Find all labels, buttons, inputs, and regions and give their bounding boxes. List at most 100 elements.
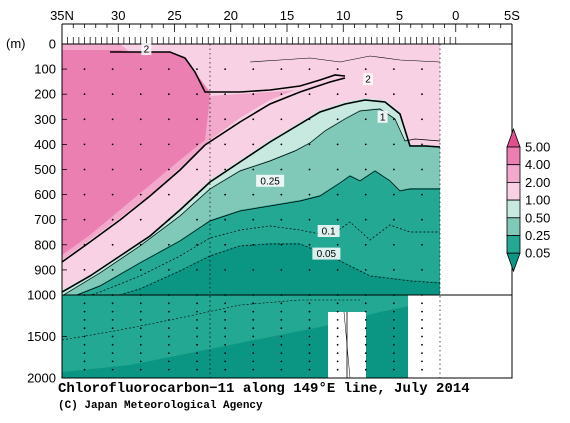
contour-labels: 2 2 1 0.25 0.1 0.05 bbox=[141, 43, 388, 260]
station-dot bbox=[224, 319, 227, 321]
station-dot bbox=[280, 352, 283, 354]
top-axis-ticks bbox=[61, 24, 513, 32]
station-dot bbox=[421, 319, 423, 321]
station-dot bbox=[308, 368, 311, 371]
station-dot bbox=[139, 218, 142, 221]
station-dot bbox=[196, 335, 198, 338]
station-dot bbox=[83, 343, 86, 346]
colorbar-segment bbox=[506, 217, 521, 236]
station-dot bbox=[280, 193, 283, 196]
station-dot bbox=[139, 343, 142, 346]
station-dot bbox=[252, 218, 255, 221]
station-dot bbox=[336, 352, 339, 354]
station-dot bbox=[111, 118, 114, 121]
station-dot bbox=[224, 368, 227, 371]
station-dot bbox=[139, 310, 142, 313]
station-dot bbox=[83, 243, 86, 246]
station-dot bbox=[139, 335, 142, 338]
x-axis-labels: 35N 30 25 20 15 10 5 0 5S bbox=[50, 8, 520, 23]
station-dot bbox=[364, 168, 367, 171]
station-dot bbox=[252, 368, 255, 371]
station-dot bbox=[111, 243, 114, 246]
station-dot bbox=[336, 143, 339, 146]
station-dot bbox=[252, 118, 255, 121]
y-tick-label: 200 bbox=[34, 87, 56, 102]
station-dot bbox=[224, 93, 227, 96]
station-dot bbox=[364, 68, 367, 70]
contour-label-bg bbox=[317, 224, 340, 237]
chart-title: Chlorofluorocarbon−11 along 149°E line, … bbox=[58, 381, 470, 397]
station-dot bbox=[111, 343, 114, 346]
station-dot bbox=[252, 168, 255, 171]
station-dot bbox=[252, 310, 255, 313]
colorbar-segment bbox=[506, 146, 521, 166]
contour-2-upper bbox=[110, 51, 346, 93]
station-dot bbox=[111, 335, 114, 338]
station-dot bbox=[421, 327, 423, 330]
x-tick-label: 35N bbox=[50, 8, 74, 23]
station-dot bbox=[139, 118, 142, 121]
station-dot bbox=[83, 352, 86, 354]
station-dot bbox=[196, 243, 198, 246]
station-dot bbox=[336, 218, 339, 221]
station-dot bbox=[167, 352, 170, 354]
station-dot bbox=[364, 327, 367, 330]
station-dot bbox=[421, 368, 423, 371]
station-dot bbox=[421, 218, 423, 221]
station-dot bbox=[280, 68, 283, 70]
station-dot bbox=[196, 168, 198, 171]
x-tick-label: 15 bbox=[280, 8, 294, 23]
station-dot bbox=[280, 218, 283, 221]
colorbar: 5.00 4.00 2.00 1.00 0.50 0.25 0.05 bbox=[506, 127, 550, 273]
station-dot bbox=[224, 143, 227, 146]
y-tick-label: 600 bbox=[34, 187, 56, 202]
contour-0.05 bbox=[62, 243, 440, 312]
station-dot bbox=[167, 118, 170, 121]
contour-0.25 bbox=[62, 170, 440, 302]
station-dot bbox=[308, 243, 311, 246]
station-dot bbox=[196, 193, 198, 196]
station-dot bbox=[224, 302, 227, 305]
y-tick-label: 500 bbox=[34, 162, 56, 177]
station-dot bbox=[111, 360, 114, 363]
colorbar-segment bbox=[506, 235, 521, 254]
station-dot bbox=[392, 319, 395, 321]
x-tick-label: 10 bbox=[336, 8, 350, 23]
station-dot bbox=[336, 269, 339, 271]
missing-data-line-2 bbox=[343, 311, 351, 378]
station-dot bbox=[421, 118, 423, 121]
station-dot bbox=[83, 168, 86, 171]
station-dot bbox=[252, 327, 255, 330]
station-dot bbox=[252, 335, 255, 338]
station-dot bbox=[280, 302, 283, 305]
station-dot bbox=[280, 327, 283, 330]
station-dot bbox=[111, 319, 114, 321]
station-dot bbox=[83, 68, 86, 70]
station-dot bbox=[167, 343, 170, 346]
station-dot bbox=[364, 218, 367, 221]
station-dot bbox=[196, 327, 198, 330]
station-dot bbox=[224, 68, 227, 70]
station-dot bbox=[392, 335, 395, 338]
station-dot bbox=[392, 368, 395, 371]
station-dot bbox=[364, 302, 367, 305]
station-dot bbox=[83, 193, 86, 196]
station-dot bbox=[139, 327, 142, 330]
station-dot bbox=[421, 269, 423, 271]
station-dot bbox=[167, 302, 170, 305]
station-dot bbox=[139, 168, 142, 171]
station-dot bbox=[392, 352, 395, 354]
station-dot bbox=[196, 319, 198, 321]
colorbar-segment bbox=[506, 199, 521, 219]
colorbar-label: 1.00 bbox=[525, 193, 550, 208]
station-dot bbox=[167, 310, 170, 313]
station-dot bbox=[392, 143, 395, 146]
station-dot bbox=[421, 335, 423, 338]
station-dot bbox=[336, 302, 339, 305]
y-tick-label: 900 bbox=[34, 262, 56, 277]
station-dot bbox=[308, 218, 311, 221]
station-dot bbox=[139, 93, 142, 96]
station-dot bbox=[196, 368, 198, 371]
station-dot bbox=[167, 269, 170, 271]
station-dot bbox=[83, 269, 86, 271]
